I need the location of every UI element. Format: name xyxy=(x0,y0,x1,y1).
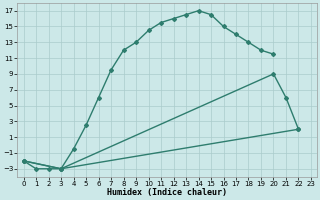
X-axis label: Humidex (Indice chaleur): Humidex (Indice chaleur) xyxy=(107,188,227,197)
